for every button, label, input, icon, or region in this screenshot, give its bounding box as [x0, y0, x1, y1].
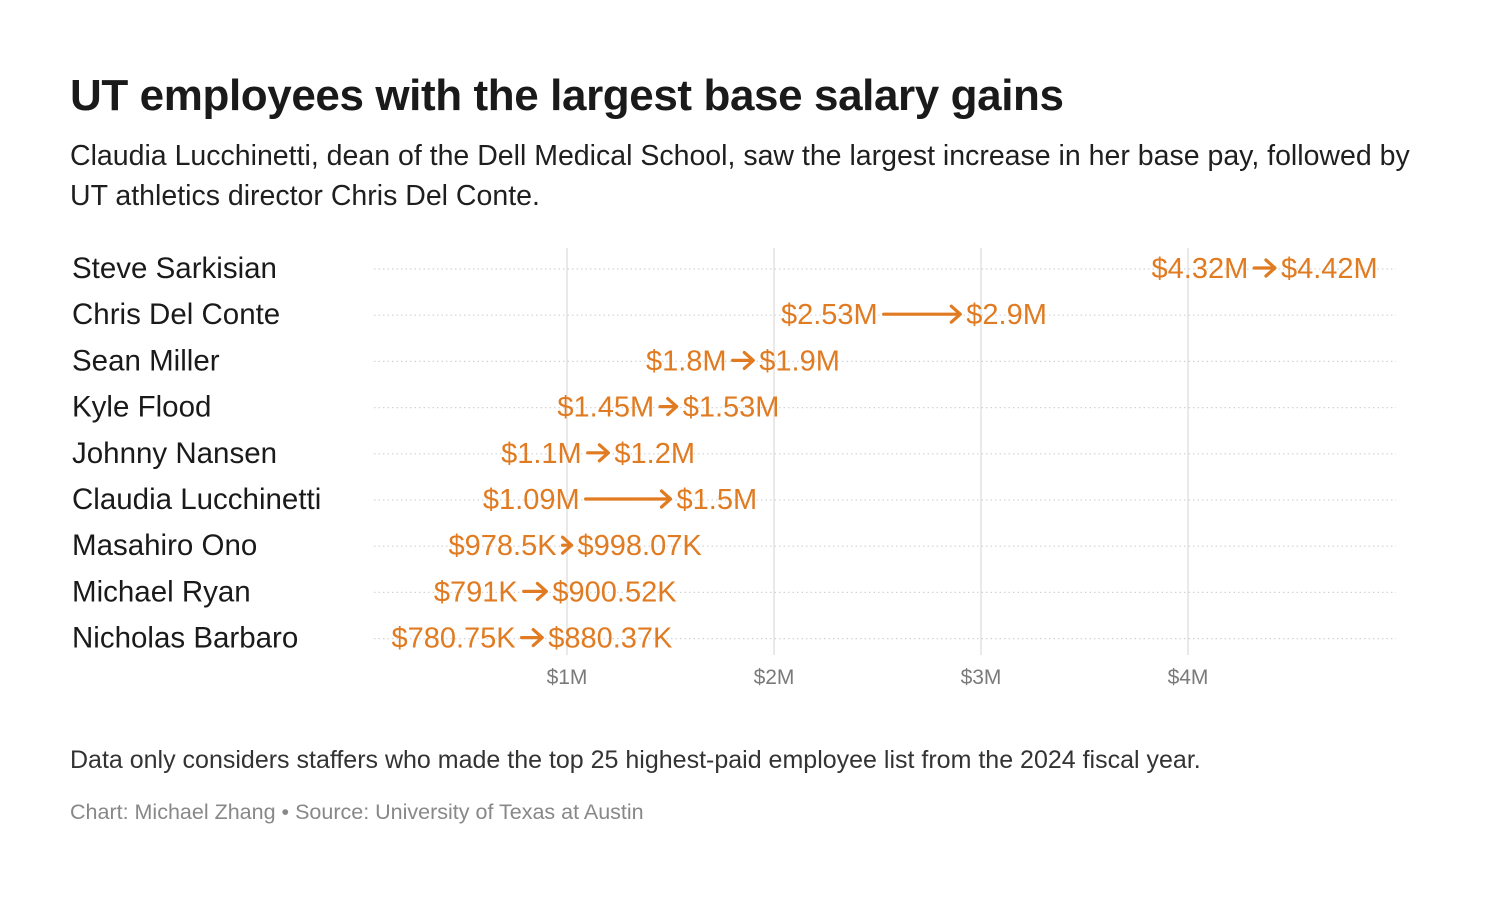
arrow-head: [949, 304, 962, 324]
salary-marks: $4.32M $4.42M $2.53M $2.9M $1.8M $1.9M $1.45M $…: [391, 253, 1377, 655]
footnote: Data only considers staffers who made th…: [70, 746, 1201, 774]
arrow-head: [1264, 258, 1277, 278]
employee-name: Johnny Nansen: [72, 437, 277, 470]
to-salary-label: $4.42M: [1281, 253, 1378, 285]
chart-subtitle: Claudia Lucchinetti, dean of the Dell Me…: [70, 140, 1410, 212]
credit-separator: •: [281, 800, 290, 824]
employee-name: Steve Sarkisian: [72, 252, 277, 285]
to-salary-label: $900.52K: [552, 576, 677, 608]
x-axis: $1M $2M $3M $4M: [547, 666, 1209, 689]
arrow-head: [535, 581, 549, 601]
from-salary-label: $1.8M: [646, 345, 727, 377]
x-tick-label: $2M: [754, 666, 795, 689]
arrow-head: [659, 489, 673, 509]
x-tick-label: $3M: [961, 666, 1002, 689]
from-salary-label: $4.32M: [1152, 253, 1249, 285]
employee-name: Masahiro Ono: [72, 529, 257, 562]
employee-name: Nicholas Barbaro: [72, 622, 298, 655]
arrow-head: [666, 397, 679, 417]
salary-arrow-chart: Steve Sarkisian Chris Del Conte Sean Mille…: [72, 248, 1396, 689]
to-salary-label: $1.5M: [677, 484, 758, 516]
from-salary-label: $978.5K: [449, 530, 558, 562]
employee-name: Kyle Flood: [72, 391, 211, 424]
from-salary-label: $2.53M: [781, 299, 878, 331]
chart-title: UT employees with the largest base salar…: [70, 71, 1064, 120]
employee-names: Steve Sarkisian Chris Del Conte Sean Mille…: [72, 252, 321, 655]
arrow-head: [597, 443, 610, 463]
from-salary-label: $780.75K: [391, 623, 516, 655]
source-credit: Source: University of Texas at Austin: [295, 800, 644, 824]
x-tick-label: $1M: [547, 666, 588, 689]
to-salary-label: $1.2M: [614, 438, 695, 470]
arrow-head: [531, 628, 544, 648]
gridlines: [566, 248, 1189, 655]
employee-name: Sean Miller: [72, 344, 220, 377]
to-salary-label: $2.9M: [966, 299, 1047, 331]
arrow-head: [560, 535, 574, 555]
from-salary-label: $1.09M: [483, 484, 580, 516]
to-salary-label: $1.9M: [759, 345, 840, 377]
employee-name: Claudia Lucchinetti: [72, 483, 321, 516]
employee-name: Chris Del Conte: [72, 298, 280, 331]
to-salary-label: $880.37K: [548, 623, 673, 655]
to-salary-label: $1.53M: [683, 392, 780, 424]
arrow-head: [742, 350, 755, 370]
chart-credit: Chart: Michael Zhang: [70, 800, 276, 824]
credit-line: Chart: Michael Zhang • Source: University …: [70, 797, 644, 827]
from-salary-label: $791K: [434, 576, 519, 608]
from-salary-label: $1.45M: [557, 392, 654, 424]
from-salary-label: $1.1M: [501, 438, 582, 470]
employee-name: Michael Ryan: [72, 575, 251, 608]
row-guides: [374, 268, 1396, 640]
x-tick-label: $4M: [1168, 666, 1209, 689]
to-salary-label: $998.07K: [578, 530, 703, 562]
